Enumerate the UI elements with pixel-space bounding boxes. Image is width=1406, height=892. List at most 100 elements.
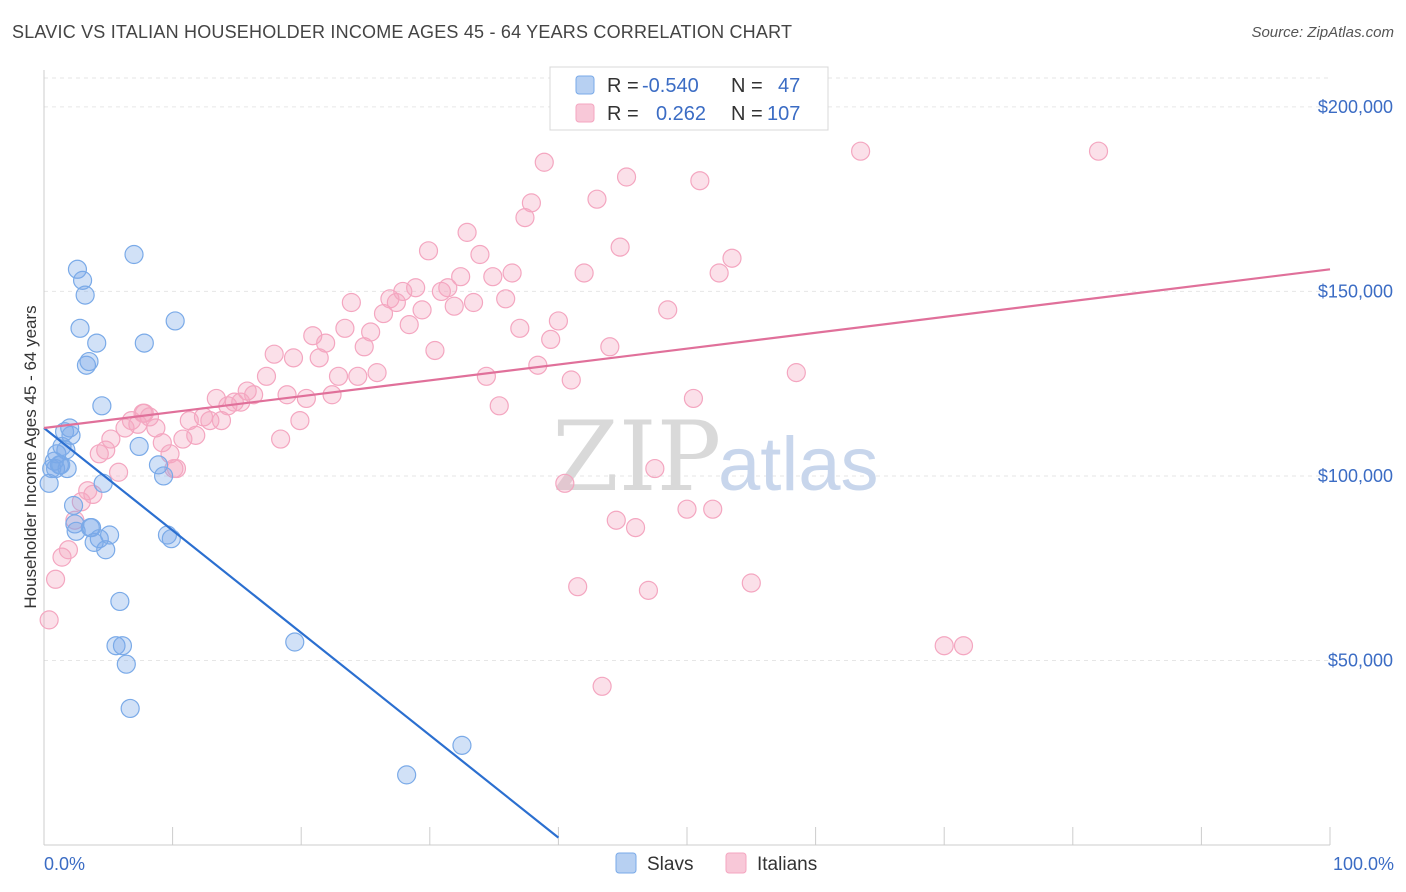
italians-point-32 <box>244 385 264 405</box>
y-tick-label-1: $100,000 <box>1318 466 1393 486</box>
italians-point-106 <box>164 458 184 479</box>
italians-point-81 <box>568 577 588 597</box>
slavs-point-17 <box>75 285 95 305</box>
italians-point-74 <box>521 193 541 213</box>
slavs-point-35 <box>129 436 149 457</box>
italians-point-87 <box>610 237 630 257</box>
italians-point-61 <box>438 278 458 298</box>
italians-point-79 <box>555 473 575 493</box>
italians-point-59 <box>425 340 445 361</box>
italians-point-68 <box>483 267 503 287</box>
italians-point-97 <box>709 263 729 283</box>
italians-r-label: R = <box>607 103 639 125</box>
italians-point-86 <box>606 510 626 530</box>
italians-n-label: N = <box>731 103 763 125</box>
slavs-point-33 <box>120 698 140 719</box>
italians-point-46 <box>341 292 361 313</box>
italians-point-23 <box>186 425 206 445</box>
italians-point-10 <box>101 429 121 449</box>
slavs-n-label: N = <box>731 75 763 97</box>
slavs-point-42 <box>285 632 305 652</box>
italians-point-80 <box>561 370 581 390</box>
y-tick-label-0: $50,000 <box>1328 650 1393 670</box>
italians-point-29 <box>224 392 244 412</box>
italians-point-39 <box>296 388 316 409</box>
slavs-point-38 <box>153 466 174 486</box>
slavs-point-45 <box>397 765 417 785</box>
slavs-point-18 <box>76 355 97 375</box>
italians-point-94 <box>683 388 704 409</box>
slavs-point-41 <box>165 311 185 331</box>
slavs-point-44 <box>51 455 71 475</box>
slavs-r-value: -0.540 <box>642 75 699 97</box>
slavs-point-26 <box>93 473 113 493</box>
italians-point-60 <box>431 281 451 302</box>
italians-point-8 <box>89 444 109 464</box>
italians-point-105 <box>133 403 153 423</box>
slavs-point-15 <box>70 318 90 338</box>
italians-point-34 <box>264 344 284 364</box>
italians-point-44 <box>328 366 349 386</box>
slavs-point-32 <box>116 654 136 674</box>
italians-point-33 <box>256 366 277 386</box>
slavs-point-13 <box>66 521 86 541</box>
italians-point-88 <box>616 167 637 187</box>
slavs-point-46 <box>452 735 472 755</box>
italians-point-85 <box>600 337 620 357</box>
slavs-point-19 <box>79 351 99 372</box>
stats-legend-box <box>549 66 829 131</box>
slavs-point-27 <box>96 540 116 560</box>
slavs-point-8 <box>57 458 77 479</box>
italians-point-99 <box>741 573 761 593</box>
stats-legend: R = -0.540 N = 47 R = 0.262 N = 107 <box>549 66 829 131</box>
slavs-point-40 <box>161 529 181 549</box>
italians-point-21 <box>173 429 193 449</box>
italians-point-47 <box>348 366 368 386</box>
watermark: ZIP atlas <box>552 401 879 513</box>
italians-point-0 <box>39 610 59 630</box>
watermark-atlas: atlas <box>718 422 879 507</box>
italians-r-value: 0.262 <box>656 103 706 125</box>
series-legend: Slavs Italians <box>615 852 817 875</box>
italians-point-70 <box>496 289 516 309</box>
italians-point-84 <box>592 676 612 696</box>
slavs-point-11 <box>63 495 84 516</box>
italians-point-1 <box>45 569 66 589</box>
italians-point-82 <box>574 263 594 283</box>
chart-title: SLAVIC VS ITALIAN HOUSEHOLDER INCOME AGE… <box>12 22 793 42</box>
slavs-trend-line <box>43 427 560 839</box>
italians-point-89 <box>625 518 646 538</box>
italians-point-92 <box>658 300 678 320</box>
slavs-point-10 <box>61 425 81 445</box>
y-tick-label-3: $200,000 <box>1318 97 1393 117</box>
italians-point-76 <box>534 152 554 172</box>
slavs-series-label: Slavs <box>647 854 693 875</box>
italians-point-102 <box>934 636 954 656</box>
x-tick-label-min: 0.0% <box>44 854 85 874</box>
italians-point-49 <box>361 322 381 342</box>
italians-point-91 <box>645 458 665 479</box>
italians-point-77 <box>541 329 561 350</box>
slavs-point-22 <box>84 532 104 552</box>
italians-point-101 <box>851 141 871 161</box>
italians-n-value: 107 <box>767 103 800 125</box>
italians-point-38 <box>290 410 310 431</box>
italians-point-9 <box>96 440 116 460</box>
italians-point-45 <box>335 318 355 338</box>
y-tick-label-2: $150,000 <box>1318 281 1393 301</box>
italians-point-100 <box>786 363 806 383</box>
slavs-points <box>39 244 472 785</box>
y-axis-title: Householder Income Ages 45 - 64 years <box>21 305 40 608</box>
italians-point-62 <box>444 296 464 316</box>
slavs-point-30 <box>110 591 130 612</box>
italians-point-78 <box>548 311 569 331</box>
italians-point-42 <box>316 333 336 353</box>
italians-point-18 <box>152 433 172 453</box>
watermark-zip: ZIP <box>552 401 721 513</box>
x-tick-label-max: 100.0% <box>1333 854 1394 874</box>
italians-points <box>39 141 1109 696</box>
italians-point-103 <box>953 636 974 656</box>
source-credit: Source: ZipAtlas.com <box>1251 24 1394 41</box>
slavs-point-43 <box>45 458 66 479</box>
